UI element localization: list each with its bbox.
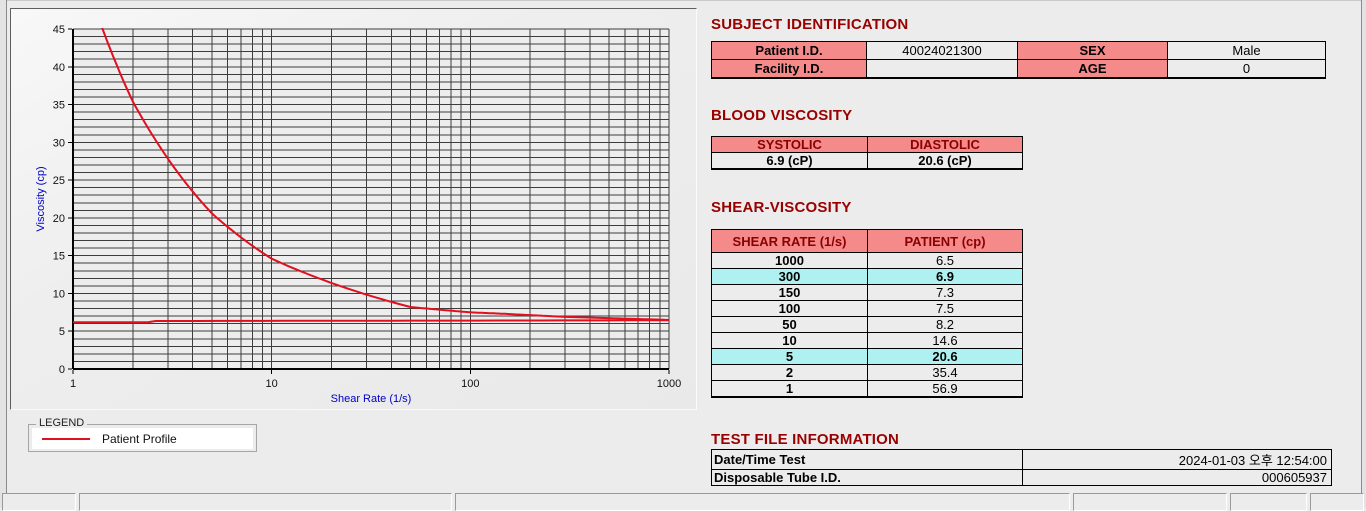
table-row: 1 56.9: [711, 380, 1023, 398]
table-row: 10 14.6: [711, 332, 1023, 349]
legend-inner: Patient Profile: [32, 428, 253, 449]
svg-text:5: 5: [59, 326, 65, 338]
svg-text:Viscosity (cp): Viscosity (cp): [35, 166, 47, 231]
shear-rate-cell: 1000: [711, 252, 868, 269]
patient-value-cell: 7.3: [867, 284, 1023, 301]
svg-text:35: 35: [53, 100, 65, 112]
subject-identification-title: SUBJECT IDENTIFICATION: [711, 16, 909, 33]
facility-id-label-cell: Facility I.D.: [711, 59, 867, 78]
table-row: Facility I.D. AGE 0: [711, 59, 1326, 78]
status-panel: [455, 493, 1070, 511]
date-time-test-label-cell: Date/Time Test: [711, 449, 1023, 470]
svg-text:20: 20: [53, 213, 65, 225]
table-row: 5 20.6: [711, 348, 1023, 365]
legend-item-label: Patient Profile: [102, 431, 177, 446]
svg-text:Shear Rate (1/s): Shear Rate (1/s): [331, 393, 412, 405]
patient-id-value-cell: 40024021300: [866, 41, 1018, 60]
shear-rate-cell: 150: [711, 284, 868, 301]
table-row: 1000 6.5: [711, 252, 1023, 269]
table-row: 300 6.9: [711, 268, 1023, 285]
svg-text:100: 100: [461, 378, 479, 390]
age-value-cell: 0: [1167, 59, 1326, 78]
patient-value-cell: 56.9: [867, 380, 1023, 398]
svg-text:1000: 1000: [657, 378, 681, 390]
date-time-test-value-cell: 2024-01-03 오후 12:54:00: [1022, 449, 1332, 470]
age-label-cell: AGE: [1017, 59, 1168, 78]
test-file-information-title: TEST FILE INFORMATION: [711, 431, 900, 448]
facility-id-value-cell: [866, 59, 1018, 78]
svg-text:25: 25: [53, 175, 65, 187]
patient-value-cell: 6.9: [867, 268, 1023, 285]
shear-rate-cell: 5: [711, 348, 868, 365]
svg-text:10: 10: [53, 288, 65, 300]
status-panel: [1073, 493, 1227, 511]
blood-viscosity-table: SYSTOLIC DIASTOLIC 6.9 (cP) 20.6 (cP): [711, 136, 1023, 170]
table-row: 50 8.2: [711, 316, 1023, 333]
shear-viscosity-chart: 0 5 10 15 20 25 30 35 40 45 1 10 100 1000 Shear Rate (…: [35, 24, 681, 405]
svg-text:10: 10: [266, 378, 278, 390]
window-border-right: [1361, 0, 1366, 508]
patient-value-cell: 35.4: [867, 364, 1023, 381]
patient-header-cell: PATIENT (cp): [867, 229, 1023, 253]
blood-viscosity-title: BLOOD VISCOSITY: [711, 107, 853, 124]
sex-label-cell: SEX: [1017, 41, 1168, 60]
patient-value-cell: 20.6: [867, 348, 1023, 365]
systolic-value-cell: 6.9 (cP): [711, 152, 868, 170]
table-row: 150 7.3: [711, 284, 1023, 301]
table-header-row: SHEAR RATE (1/s) PATIENT (cp): [711, 229, 1023, 253]
table-row: 100 7.5: [711, 300, 1023, 317]
table-row: Date/Time Test 2024-01-03 오후 12:54:00: [711, 449, 1332, 470]
shear-rate-header-cell: SHEAR RATE (1/s): [711, 229, 868, 253]
legend-caption: LEGEND: [36, 417, 88, 429]
patient-value-cell: 7.5: [867, 300, 1023, 317]
diastolic-value-cell: 20.6 (cP): [867, 152, 1023, 170]
status-panel: [2, 493, 76, 511]
table-row: 2 35.4: [711, 364, 1023, 381]
patient-value-cell: 6.5: [867, 252, 1023, 269]
shear-rate-cell: 2: [711, 364, 868, 381]
patient-value-cell: 14.6: [867, 332, 1023, 349]
shear-rate-cell: 1: [711, 380, 868, 398]
svg-text:1: 1: [70, 378, 76, 390]
window-border-top: [0, 0, 1366, 1]
shear-rate-cell: 10: [711, 332, 868, 349]
table-row: SYSTOLIC DIASTOLIC: [711, 136, 1023, 153]
status-panel: [1310, 493, 1364, 511]
sex-value-cell: Male: [1167, 41, 1326, 60]
svg-text:0: 0: [59, 364, 65, 376]
disposable-tube-id-value-cell: 000605937: [1022, 469, 1332, 486]
legend-box: LEGEND Patient Profile: [28, 417, 257, 452]
svg-text:40: 40: [53, 62, 65, 74]
table-row: Disposable Tube I.D. 000605937: [711, 469, 1332, 486]
shear-rate-cell: 100: [711, 300, 868, 317]
status-panel: [1230, 493, 1307, 511]
shear-rate-cell: 300: [711, 268, 868, 285]
systolic-header-cell: SYSTOLIC: [711, 136, 868, 153]
svg-text:45: 45: [53, 24, 65, 36]
diastolic-header-cell: DIASTOLIC: [867, 136, 1023, 153]
svg-text:15: 15: [53, 251, 65, 263]
table-row: Patient I.D. 40024021300 SEX Male: [711, 41, 1326, 60]
test-file-information-table: Date/Time Test 2024-01-03 오후 12:54:00 Di…: [711, 449, 1332, 486]
status-panel: [79, 493, 452, 511]
table-row: 6.9 (cP) 20.6 (cP): [711, 152, 1023, 170]
svg-text:30: 30: [53, 137, 65, 149]
disposable-tube-id-label-cell: Disposable Tube I.D.: [711, 469, 1023, 486]
patient-id-label-cell: Patient I.D.: [711, 41, 867, 60]
subject-identification-table: Patient I.D. 40024021300 SEX Male Facili…: [711, 41, 1326, 79]
shear-rate-cell: 50: [711, 316, 868, 333]
patient-profile-line-swatch: [42, 437, 90, 440]
shear-viscosity-chart-panel: 0 5 10 15 20 25 30 35 40 45 1 10 100 1000 Shear Rate (…: [10, 8, 697, 410]
shear-viscosity-table: SHEAR RATE (1/s) PATIENT (cp) 1000 6.5 3…: [711, 229, 1023, 398]
window-border-left: [0, 0, 7, 508]
shear-viscosity-title: SHEAR-VISCOSITY: [711, 199, 852, 216]
patient-value-cell: 8.2: [867, 316, 1023, 333]
